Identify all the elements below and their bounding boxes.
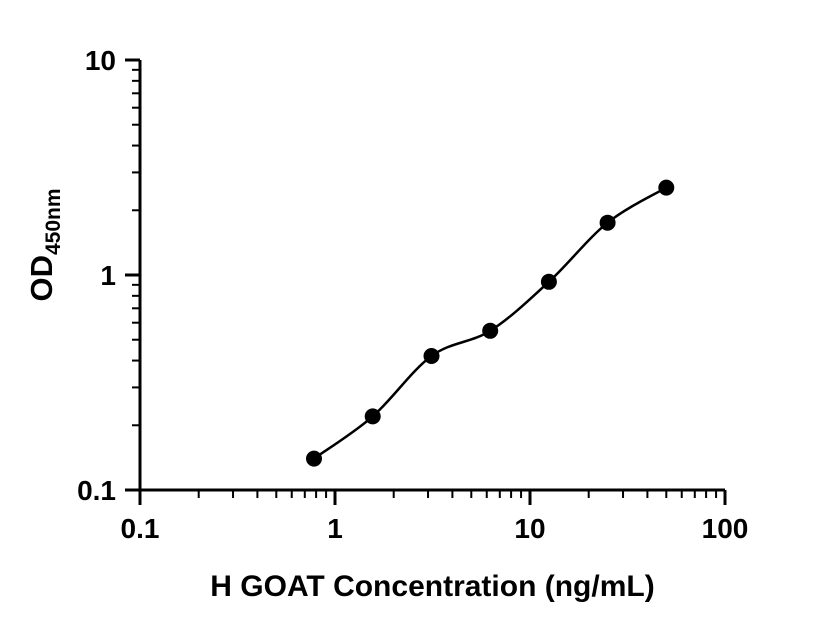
data-point-marker <box>482 322 499 339</box>
major-ticks <box>125 58 727 505</box>
minor-ticks <box>132 68 718 498</box>
y-tick-label: 0.1 <box>77 475 116 506</box>
y-tick-label: 10 <box>85 45 116 76</box>
data-points <box>306 179 675 467</box>
x-tick-label: 100 <box>702 513 749 544</box>
data-point-marker <box>364 408 381 425</box>
axes <box>138 60 725 492</box>
y-axis-title-main: OD <box>24 255 59 302</box>
data-point-marker <box>423 348 440 364</box>
x-tick-label: 0.1 <box>121 513 160 544</box>
x-tick-label: 10 <box>514 513 545 544</box>
data-point-marker <box>658 179 675 196</box>
data-point-marker <box>540 273 557 290</box>
tick-labels: 0.1 1 10 0.1 1 10 100 <box>77 45 748 544</box>
x-axis-title: H GOAT Concentration (ng/mL) <box>210 570 654 603</box>
axis-line <box>138 60 725 492</box>
y-axis-title: OD450nm <box>24 188 65 301</box>
data-point-marker <box>306 450 322 467</box>
x-tick-label: 1 <box>327 513 343 544</box>
y-axis-title-subscript: 450nm <box>42 188 65 255</box>
data-point-marker <box>599 214 616 231</box>
y-tick-label: 1 <box>100 260 116 291</box>
